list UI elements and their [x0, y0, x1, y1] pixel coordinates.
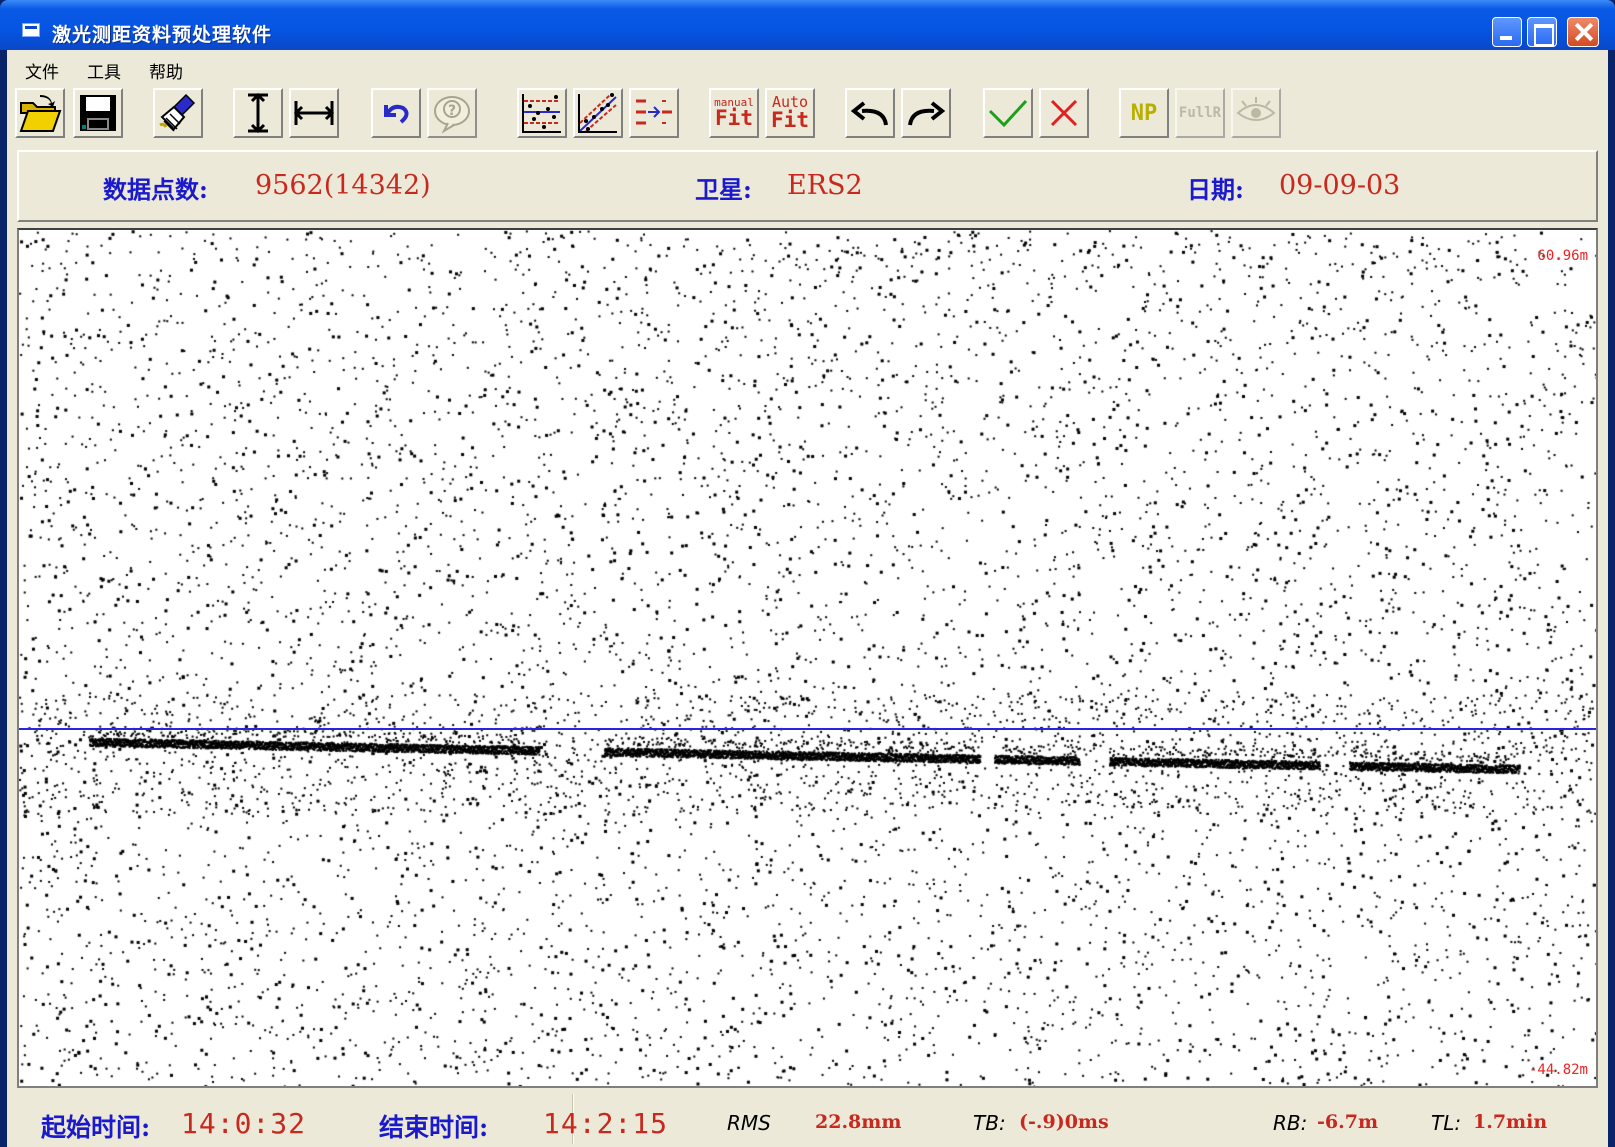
plot-bottom-scale: -44.82m — [1528, 1062, 1588, 1078]
save-button[interactable] — [73, 88, 123, 138]
undo-arrow-icon — [850, 101, 888, 126]
rb-label: RB: — [1273, 1111, 1308, 1135]
undo-zoom-icon — [384, 104, 409, 124]
menu-bar: 文件 工具 帮助 — [7, 50, 1608, 83]
vertical-stretch-button[interactable] — [233, 88, 283, 138]
band-filter-icon — [522, 94, 561, 133]
fullrate-button[interactable]: FullR — [1175, 88, 1225, 138]
tl-label: TL: — [1431, 1111, 1462, 1135]
satellite-value: ERS2 — [787, 170, 863, 201]
tb-label: TB: — [973, 1111, 1006, 1135]
close-button[interactable] — [1567, 17, 1599, 47]
undo-zoom-button[interactable] — [371, 88, 421, 138]
date-label: 日期: — [1187, 175, 1244, 204]
shift-arrow-icon — [636, 99, 672, 125]
manual-fit-button[interactable]: manual Fit — [709, 88, 759, 138]
band-filter-button[interactable] — [517, 88, 567, 138]
horizontal-stretch-button[interactable] — [289, 88, 339, 138]
horizontal-stretch-icon — [293, 101, 335, 125]
manual-fit-top: manual — [714, 96, 754, 109]
fullrate-icon: FullR — [1178, 105, 1222, 121]
accept-button[interactable] — [983, 88, 1033, 138]
status-divider — [572, 1094, 574, 1144]
auto-fit-bottom: Fit — [771, 108, 809, 132]
tb-value: (-.9)0ms — [1019, 1111, 1109, 1133]
start-time-label: 起始时间: — [41, 1113, 151, 1142]
np-button[interactable]: NP — [1119, 88, 1169, 138]
rms-value: 22.8mm — [815, 1111, 902, 1133]
vertical-stretch-icon — [248, 92, 268, 134]
eye-icon — [1236, 97, 1276, 121]
brush-clear-icon — [159, 93, 196, 132]
plot-top-scale: 60.96m — [1537, 248, 1588, 264]
points-value: 9562(14342) — [255, 170, 431, 201]
accept-check-icon — [988, 99, 1028, 128]
status-bar: 起始时间: 14:0:32 结束时间: 14:2:15 RMS 22.8mm T… — [7, 1090, 1608, 1147]
diagonal-fit-button[interactable] — [573, 88, 623, 138]
redo-button[interactable] — [901, 88, 951, 138]
reject-cross-icon — [1050, 99, 1078, 127]
manual-fit-icon: manual Fit — [714, 97, 754, 129]
auto-fit-icon: Auto Fit — [771, 95, 809, 131]
maximize-button[interactable] — [1527, 17, 1557, 47]
end-time-value: 14:2:15 — [543, 1107, 669, 1140]
toolbar: ? — [7, 82, 1608, 142]
fit-line[interactable] — [19, 728, 1596, 730]
np-icon: NP — [1130, 100, 1158, 126]
points-label: 数据点数: — [103, 175, 208, 204]
rb-value: -6.7m — [1317, 1111, 1379, 1133]
svg-text:?: ? — [448, 103, 456, 119]
redo-arrow-icon — [908, 101, 946, 126]
title-bar[interactable]: 激光测距资料预处理软件 — [0, 0, 1615, 50]
end-time-label: 结束时间: — [379, 1113, 489, 1142]
date-value: 09-09-03 — [1279, 170, 1401, 201]
start-time-value: 14:0:32 — [181, 1107, 307, 1140]
range-residual-plot[interactable]: 60.96m -44.82m — [17, 228, 1598, 1088]
client-area: 文件 工具 帮助 — [7, 50, 1608, 1147]
residual-points-canvas[interactable] — [19, 230, 1596, 1086]
window-title: 激光测距资料预处理软件 — [52, 24, 273, 46]
view-button[interactable] — [1231, 88, 1281, 138]
tl-value: 1.7min — [1473, 1111, 1548, 1133]
satellite-label: 卫星: — [695, 175, 752, 204]
undo-button[interactable] — [845, 88, 895, 138]
open-button[interactable] — [15, 88, 65, 138]
menu-tools[interactable]: 工具 — [87, 63, 121, 83]
menu-help[interactable]: 帮助 — [149, 63, 183, 83]
minimize-button[interactable] — [1492, 17, 1522, 47]
manual-fit-bottom: Fit — [715, 106, 753, 130]
app-icon[interactable] — [22, 23, 40, 37]
help-button[interactable]: ? — [427, 88, 477, 138]
open-folder-icon — [19, 95, 62, 132]
auto-fit-button[interactable]: Auto Fit — [765, 88, 815, 138]
info-panel: 数据点数: 9562(14342) 卫星: ERS2 日期: 09-09-03 — [17, 150, 1598, 222]
diagonal-fit-icon — [578, 93, 617, 133]
help-bubble-icon: ? — [434, 96, 470, 134]
menu-file[interactable]: 文件 — [25, 63, 59, 83]
reject-button[interactable] — [1039, 88, 1089, 138]
shift-button[interactable] — [629, 88, 679, 138]
save-disk-icon — [80, 95, 116, 131]
clear-button[interactable] — [153, 88, 203, 138]
auto-fit-top: Auto — [771, 93, 809, 111]
rms-label: RMS — [727, 1111, 771, 1135]
